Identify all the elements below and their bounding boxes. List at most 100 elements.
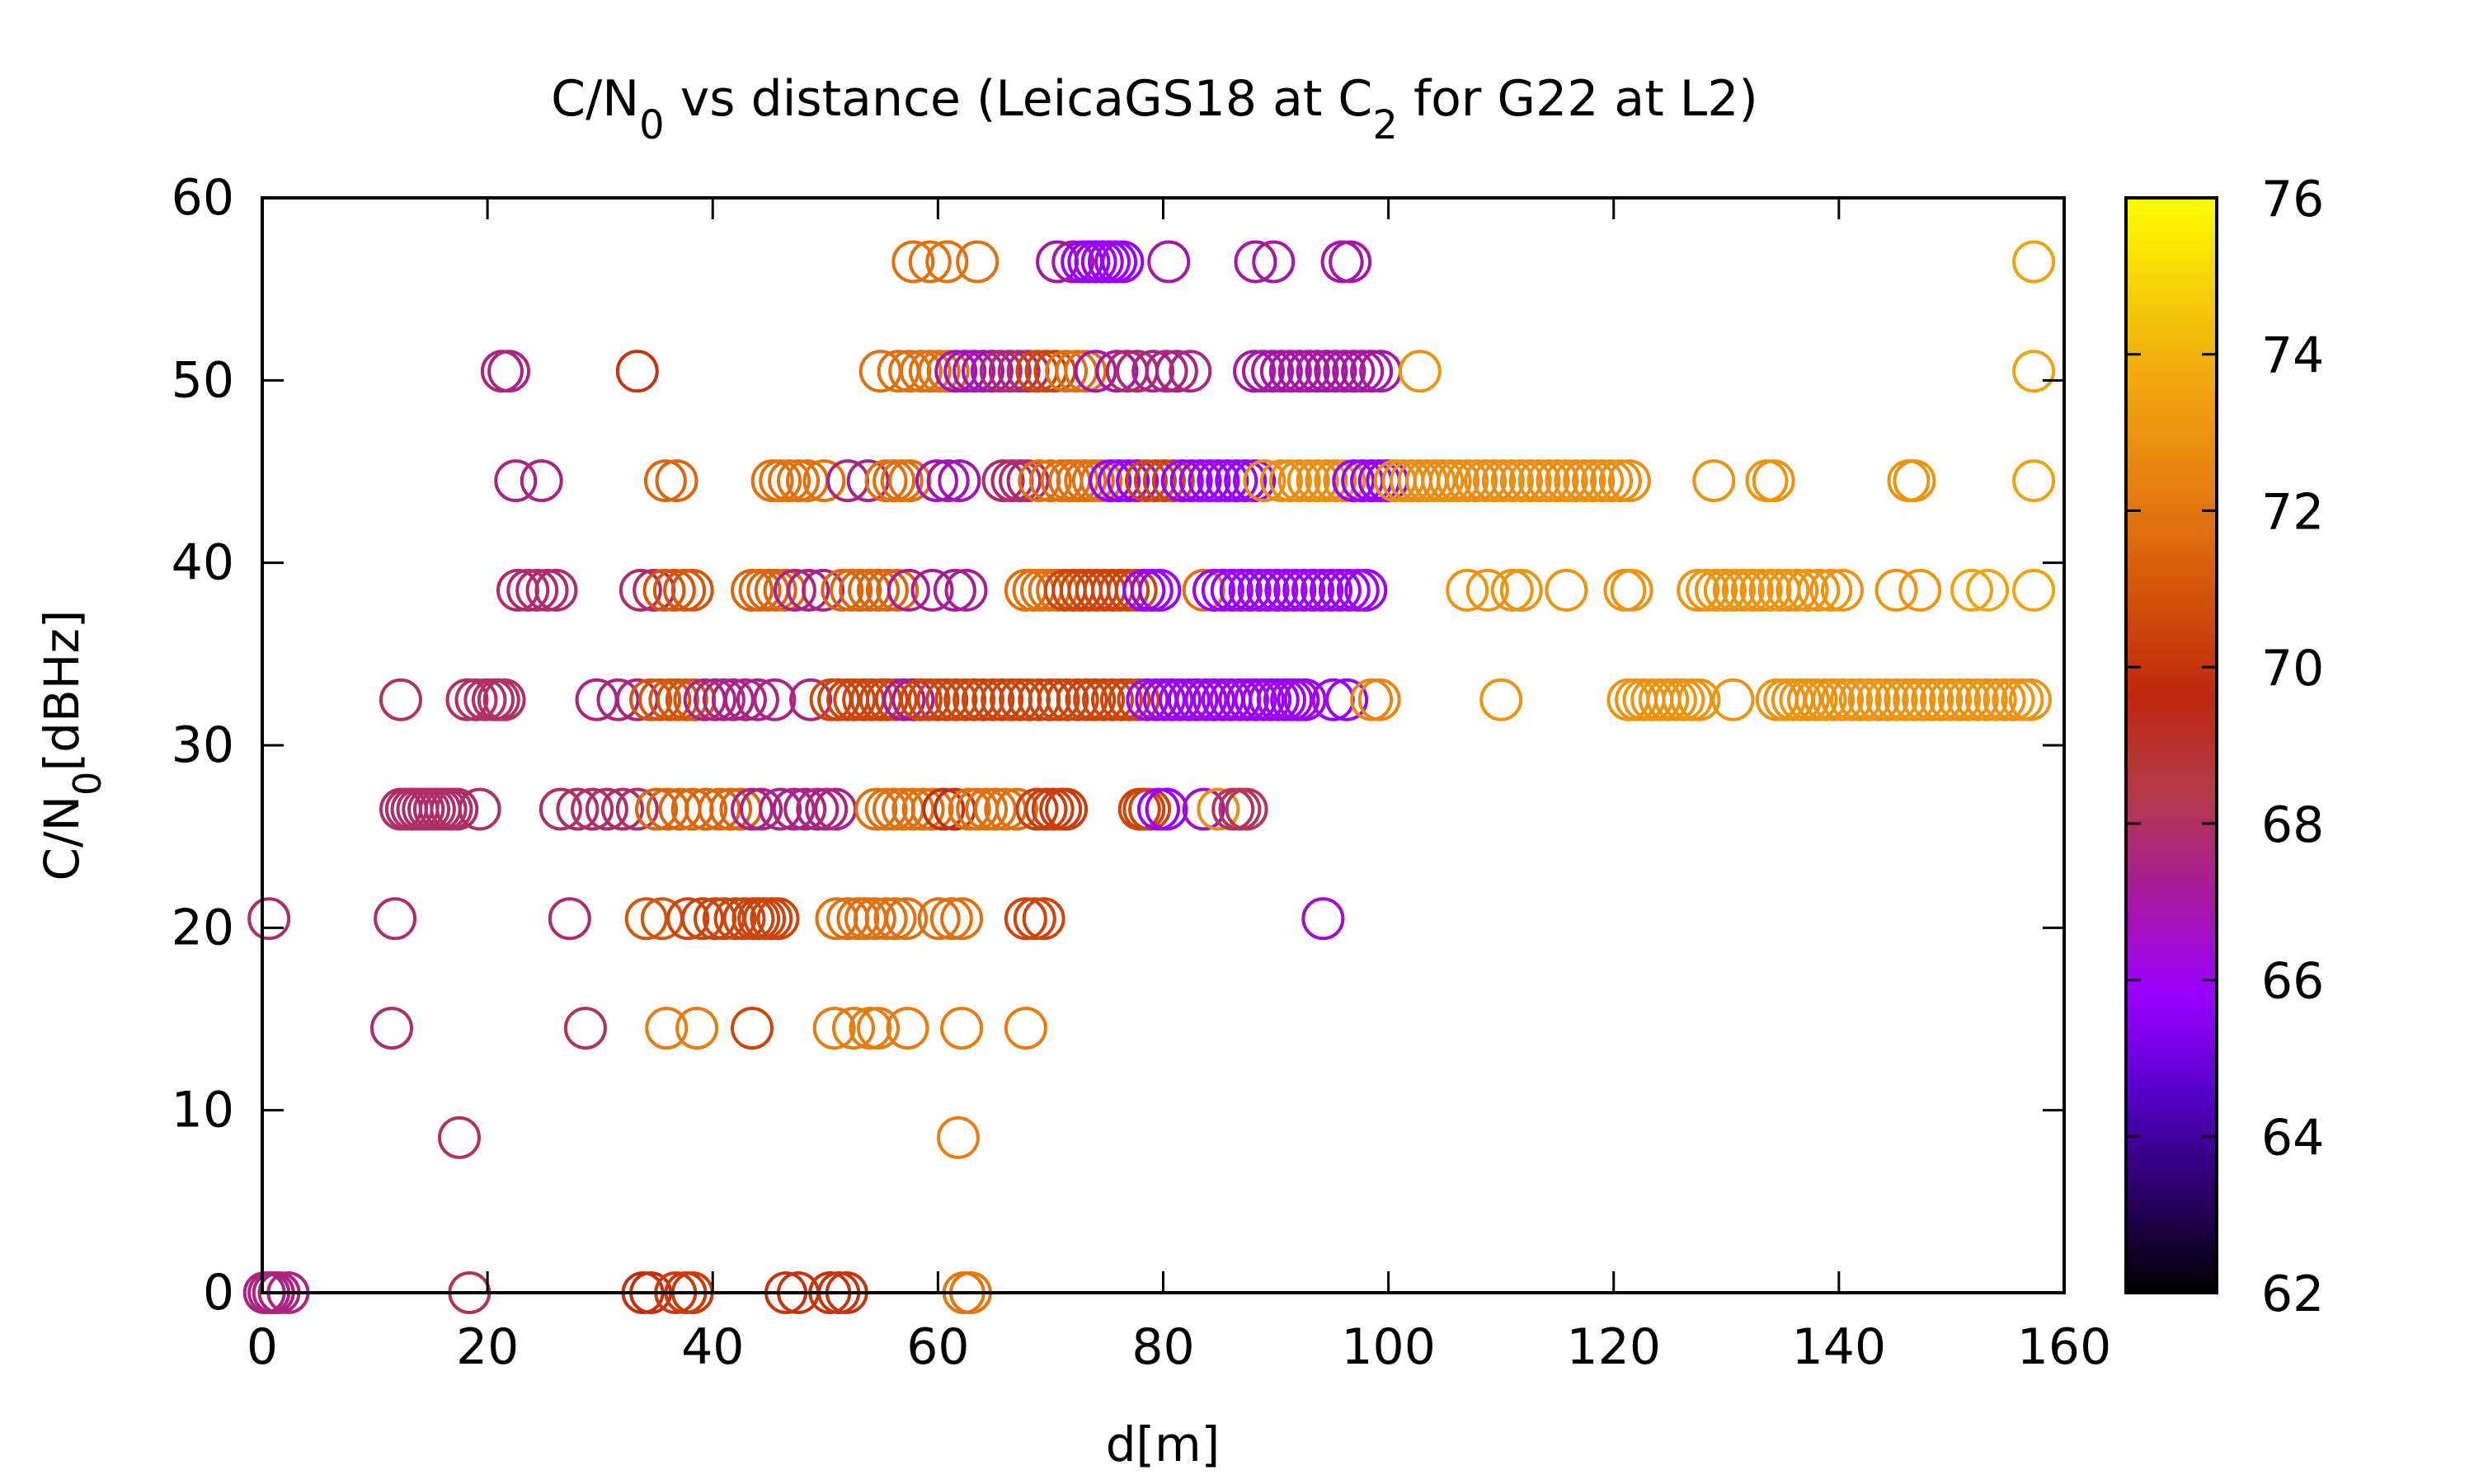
data-point [1893, 459, 1936, 503]
data-point [1004, 897, 1047, 941]
data-point [1902, 678, 1945, 721]
data-point [548, 897, 591, 941]
data-point [515, 568, 559, 612]
data-point [1283, 678, 1327, 721]
data-point [1692, 459, 1736, 503]
data-point [805, 787, 849, 831]
data-point [1125, 459, 1168, 503]
data-point [926, 459, 970, 503]
data-point [1128, 787, 1172, 831]
data-point [944, 568, 988, 612]
data-point [1091, 678, 1134, 721]
data-point [675, 1007, 719, 1050]
data-point [1259, 459, 1303, 503]
data-point [1920, 678, 1964, 721]
data-point [722, 897, 766, 941]
data-point [1169, 350, 1212, 393]
data-point [1264, 568, 1308, 612]
y-tick-label: 60 [172, 169, 234, 227]
data-point [506, 568, 550, 612]
data-point [1015, 787, 1059, 831]
data-point [1563, 459, 1606, 503]
data-point [655, 459, 698, 503]
data-point [1446, 459, 1489, 503]
data-point [934, 678, 978, 721]
data-point [1712, 568, 1756, 612]
data-point [1178, 459, 1222, 503]
data-point [1455, 459, 1498, 503]
data-point [556, 787, 600, 831]
data-point [1215, 459, 1258, 503]
y-tick-label: 20 [172, 899, 234, 956]
data-point [1610, 568, 1653, 612]
data-point [601, 787, 644, 831]
data-point [624, 897, 668, 941]
data-point [2012, 240, 2056, 284]
data-point [1233, 459, 1277, 503]
data-point [965, 787, 1009, 831]
data-points [242, 240, 2056, 1314]
data-point [1357, 678, 1401, 721]
data-point [1545, 568, 1588, 612]
x-tick-label: 40 [681, 1318, 744, 1376]
data-point [1145, 350, 1188, 393]
data-point [1064, 350, 1108, 393]
data-point [638, 678, 682, 721]
data-point [525, 568, 569, 612]
data-point [753, 678, 797, 721]
colorbar-ticks: 62 64 66 68 70 72 74 76 [2126, 171, 2324, 1323]
data-point [938, 459, 981, 503]
data-point [802, 568, 845, 612]
data-point [1607, 459, 1651, 503]
data-point [494, 459, 538, 503]
data-point [1711, 678, 1755, 721]
data-point [1821, 678, 1864, 721]
data-point [1037, 678, 1080, 721]
data-point [1465, 568, 1509, 612]
data-point [1893, 678, 1936, 721]
data-point [370, 1007, 413, 1050]
data-point [796, 787, 840, 831]
data-point [487, 350, 531, 393]
y-tick-label: 50 [172, 351, 234, 409]
data-point [1946, 678, 1990, 721]
y-tick-label: 40 [172, 534, 234, 592]
data-point [1228, 568, 1272, 612]
data-point [1929, 678, 1973, 721]
data-point [1013, 897, 1056, 941]
data-point [1982, 678, 2026, 721]
x-tick-label: 160 [2017, 1318, 2112, 1376]
data-point [979, 350, 1023, 393]
data-point [1219, 568, 1263, 612]
data-point [1785, 568, 1829, 612]
data-point [1273, 568, 1317, 612]
data-point [1344, 568, 1388, 612]
data-point [1101, 240, 1145, 284]
x-tick-label: 20 [456, 1318, 519, 1376]
data-point [563, 1007, 607, 1050]
data-point [2009, 678, 2052, 721]
data-point [731, 787, 774, 831]
data-point [1739, 568, 1783, 612]
data-point [885, 897, 929, 941]
data-point [642, 568, 686, 612]
data-point [995, 787, 1038, 831]
data-point [908, 350, 952, 393]
data-point [1192, 568, 1235, 612]
data-point [773, 568, 816, 612]
data-point [1598, 459, 1642, 503]
data-point [962, 350, 1004, 393]
data-point [940, 897, 984, 941]
data-point [1677, 678, 1721, 721]
data-point [681, 897, 724, 941]
x-tick-label: 120 [1566, 1318, 1661, 1376]
data-point [374, 897, 417, 941]
data-point [1291, 568, 1335, 612]
data-point [2012, 459, 2056, 503]
data-point [1252, 240, 1296, 284]
data-point [1752, 459, 1795, 503]
data-point [1056, 678, 1099, 721]
data-point [1160, 459, 1204, 503]
data-point [1243, 459, 1286, 503]
